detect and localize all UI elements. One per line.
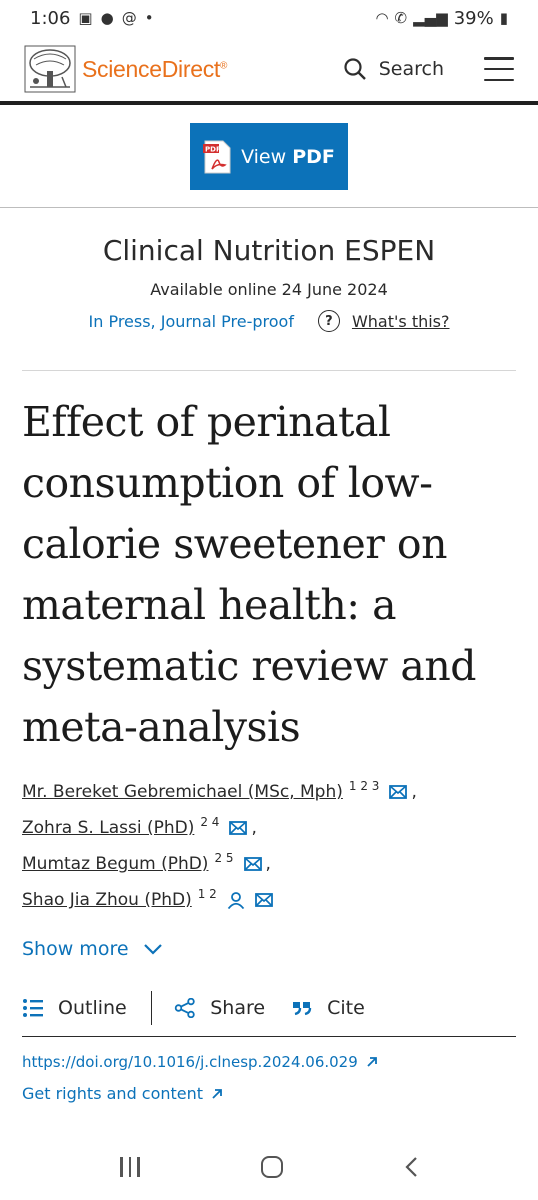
author-item: Zohra S. Lassi (PhD) 2 4 , xyxy=(22,810,522,846)
press-status-row: In Press, Journal Pre-proof ? What's thi… xyxy=(0,310,538,332)
author-item: Mr. Bereket Gebremichael (MSc, Mph) 1 2 … xyxy=(22,774,522,810)
external-link-icon xyxy=(367,1057,377,1067)
pdf-file-icon: PDF xyxy=(203,140,231,173)
doi-link[interactable]: https://doi.org/10.1016/j.clnesp.2024.06… xyxy=(22,1053,378,1071)
chat-icon: ● xyxy=(100,9,114,27)
author-name[interactable]: Shao Jia Zhou (PhD) xyxy=(22,890,192,910)
gallery-icon: ▣ xyxy=(78,9,93,27)
share-icon xyxy=(175,998,195,1018)
author-name[interactable]: Zohra S. Lassi (PhD) xyxy=(22,818,195,838)
dot-icon: • xyxy=(144,9,154,27)
share-label: Share xyxy=(210,997,266,1019)
wifi-icon: ◠ xyxy=(375,9,389,27)
elsevier-tree-icon xyxy=(24,45,76,93)
author-affiliations: 2 5 xyxy=(214,851,234,865)
site-header: ScienceDirect® Search xyxy=(0,36,538,102)
search-label: Search xyxy=(378,58,444,80)
search-icon xyxy=(344,58,366,80)
journal-divider xyxy=(22,370,516,371)
email-icon[interactable] xyxy=(254,893,273,907)
person-icon[interactable] xyxy=(227,891,245,909)
cite-label: Cite xyxy=(327,997,365,1019)
outline-label: Outline xyxy=(58,997,127,1019)
rights-text: Get rights and content xyxy=(22,1084,204,1103)
status-bar: 1:06 ▣ ● @ • ◠ ✆ ▂▄▆ 39% ▮ xyxy=(0,0,538,36)
call-icon: ✆ xyxy=(394,9,408,27)
show-more-button[interactable]: Show more xyxy=(22,938,163,960)
external-link-icon xyxy=(212,1088,222,1099)
author-affiliations: 1 2 xyxy=(197,887,217,901)
cut-off-content xyxy=(22,1126,516,1134)
home-icon[interactable] xyxy=(260,1156,283,1178)
author-separator: , xyxy=(411,782,417,802)
share-button[interactable]: Share xyxy=(174,997,265,1019)
email-icon[interactable] xyxy=(229,821,248,835)
question-icon: ? xyxy=(317,310,340,332)
view-pdf-label: View PDF xyxy=(241,145,335,168)
at-icon: @ xyxy=(121,9,137,27)
toolbar-separator xyxy=(150,991,153,1025)
author-separator: , xyxy=(265,854,271,874)
author-affiliations: 1 2 3 xyxy=(348,779,380,793)
toolbar-divider xyxy=(22,1036,516,1037)
author-separator: , xyxy=(251,818,257,838)
view-pdf-button[interactable]: PDF View PDF xyxy=(190,123,348,190)
header-divider xyxy=(0,101,538,105)
hamburger-menu-icon[interactable] xyxy=(484,57,514,81)
cite-button[interactable]: Cite xyxy=(291,997,365,1019)
in-press-link[interactable]: In Press, Journal Pre-proof xyxy=(88,311,294,331)
status-time: 1:06 xyxy=(30,7,71,29)
signal-icon: ▂▄▆ xyxy=(413,9,448,27)
email-icon[interactable] xyxy=(243,857,262,871)
author-item: Mumtaz Begum (PhD) 2 5 , xyxy=(22,846,522,882)
rights-link[interactable]: Get rights and content xyxy=(22,1084,223,1103)
system-nav-bar xyxy=(0,1134,538,1200)
pdf-divider xyxy=(0,207,538,208)
sciencedirect-logo[interactable]: ScienceDirect® xyxy=(24,45,227,93)
article-toolbar: Outline Share Cite xyxy=(22,990,516,1026)
whats-this-label: What's this? xyxy=(351,311,450,331)
author-affiliations: 2 4 xyxy=(200,815,220,829)
show-more-label: Show more xyxy=(22,938,129,960)
chevron-down-icon xyxy=(143,944,162,955)
search-button[interactable]: Search xyxy=(343,57,444,81)
list-icon xyxy=(23,999,43,1017)
available-online: Available online 24 June 2024 xyxy=(150,280,388,299)
brand-name: ScienceDirect® xyxy=(82,55,228,82)
author-list: Mr. Bereket Gebremichael (MSc, Mph) 1 2 … xyxy=(22,774,522,918)
svg-text:PDF: PDF xyxy=(205,145,221,153)
journal-name[interactable]: Clinical Nutrition ESPEN xyxy=(102,234,436,267)
email-icon[interactable] xyxy=(389,785,408,799)
article-title: Effect of perinatal consumption of low-c… xyxy=(22,398,477,751)
author-name[interactable]: Mumtaz Begum (PhD) xyxy=(22,854,209,874)
battery-icon: ▮ xyxy=(499,9,508,27)
recent-apps-icon[interactable] xyxy=(120,1157,140,1177)
back-icon[interactable] xyxy=(404,1156,418,1178)
outline-button[interactable]: Outline xyxy=(22,997,127,1019)
whats-this-link[interactable]: ? What's this? xyxy=(317,310,450,332)
author-name[interactable]: Mr. Bereket Gebremichael (MSc, Mph) xyxy=(22,782,343,802)
battery-level: 39% xyxy=(453,7,494,29)
author-item: Shao Jia Zhou (PhD) 1 2 xyxy=(22,882,522,918)
quote-icon xyxy=(293,1002,312,1016)
doi-text: https://doi.org/10.1016/j.clnesp.2024.06… xyxy=(22,1053,358,1071)
